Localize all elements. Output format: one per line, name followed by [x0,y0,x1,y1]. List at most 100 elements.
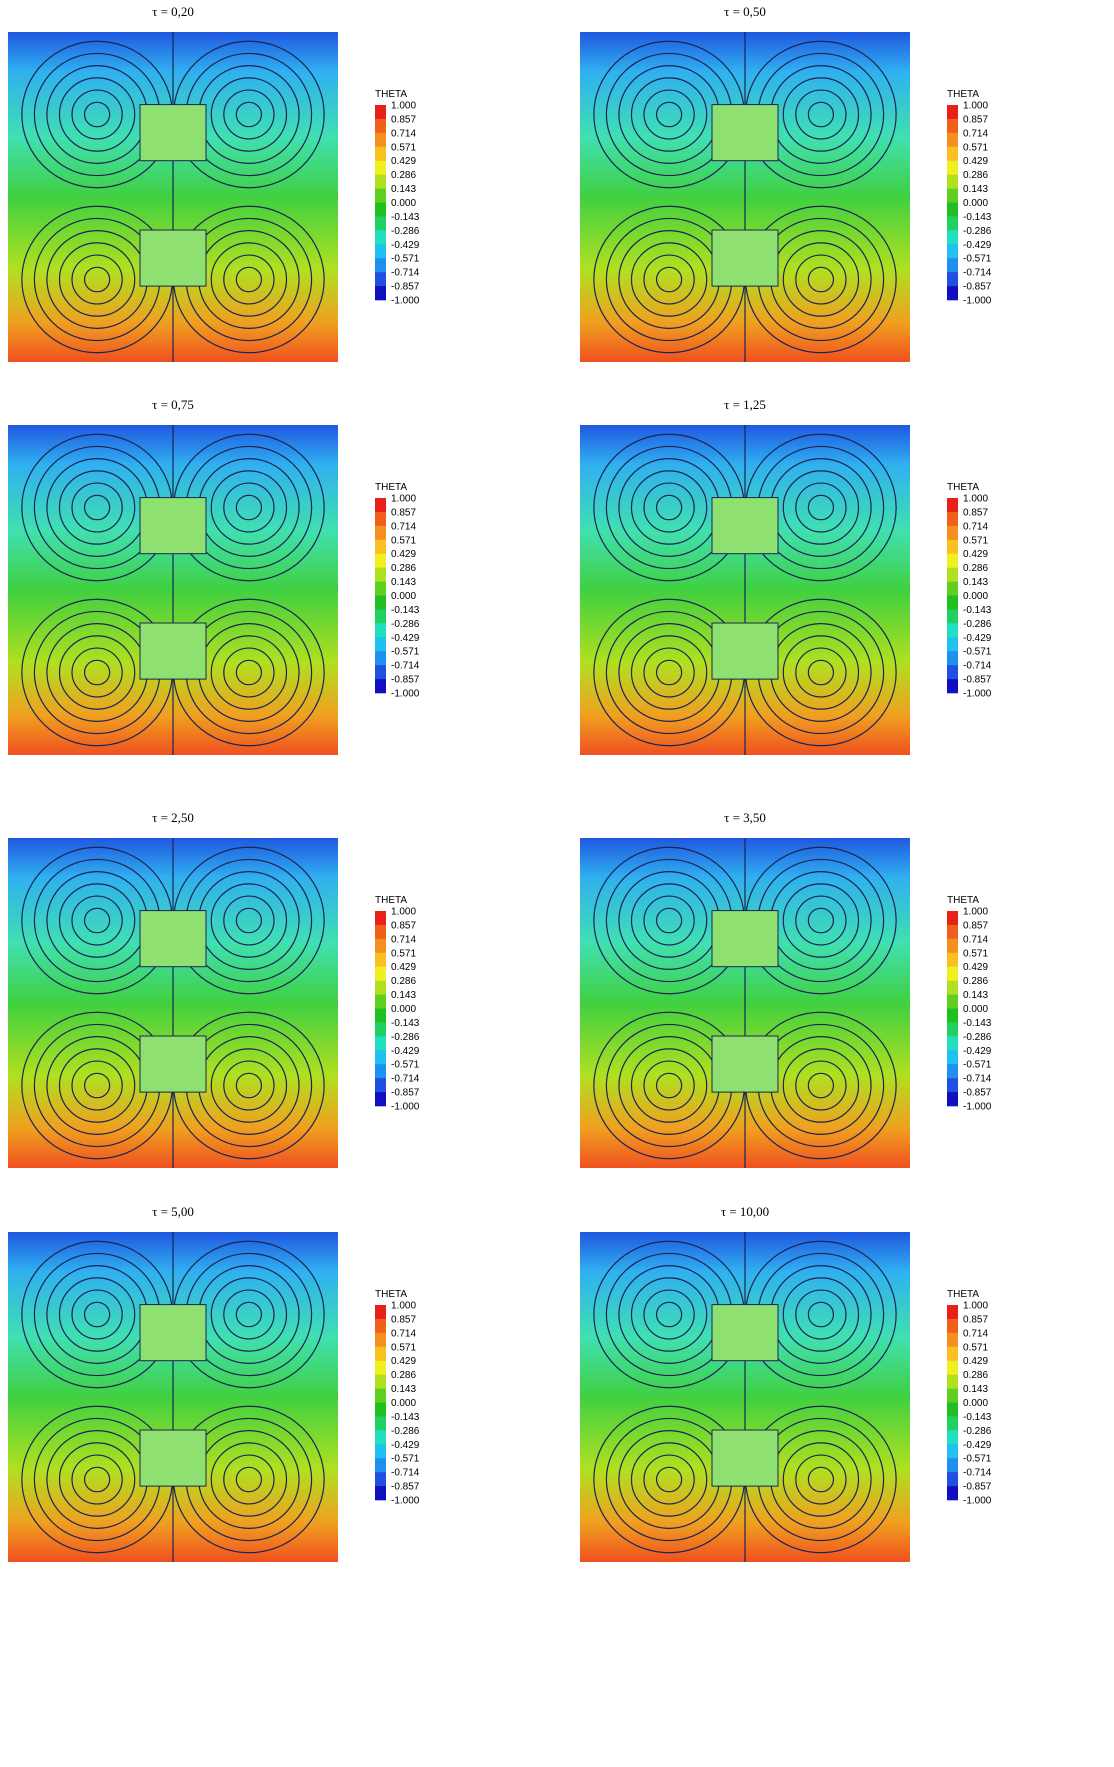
colorbar-label: -0.143 [391,212,420,223]
colorbar-label: 0.857 [963,507,988,518]
colorbar-band [947,1318,958,1334]
colorbar-label: -0.857 [391,1482,420,1493]
streamline [58,1048,136,1123]
streamline [235,101,263,128]
streamline [223,482,275,533]
colorbar-label: 0.571 [391,142,416,153]
streamline [83,266,111,293]
streamline [630,77,708,152]
colorbar-label: -0.857 [963,675,992,686]
colorbar-band [375,567,386,582]
colorbar-label: -0.429 [963,1046,992,1057]
colorbar-label: -1.000 [963,296,992,307]
obstacle [139,104,207,162]
colorbar-label: -0.571 [963,1060,992,1071]
colorbar-band [375,272,386,287]
streamline [71,1289,123,1340]
colorbar-label: 0.143 [963,577,988,588]
streamline [83,1466,111,1493]
streamline [235,907,263,934]
streamline [630,1277,708,1352]
colorbar-band [375,1318,386,1334]
streamline [83,659,111,686]
colorbar-label: 1.000 [963,907,988,918]
streamline [795,1289,847,1340]
streamline [807,266,835,293]
streamline [630,635,708,710]
colorbar-band [375,146,386,162]
colorbar-band [947,244,958,259]
colorbar-label: 0.571 [963,142,988,153]
colorbar-band [375,1305,386,1320]
colorbar-title: THETA [947,1289,979,1300]
colorbar-label: -0.714 [963,268,992,279]
colorbar-band [947,924,958,940]
colorbar-label: -0.286 [963,1032,992,1043]
colorbar-band [375,258,386,273]
colorbar-band [947,1360,958,1375]
streamline [58,635,136,710]
streamline [643,1289,695,1340]
colorbar-band [375,511,386,527]
colorbar-label: 0.286 [963,563,988,574]
colorbar-label: 0.429 [963,549,988,560]
colorbar-band [375,911,386,926]
streamline [235,1466,263,1493]
colorbar-label: 0.286 [963,1370,988,1381]
colorbar-band [375,679,386,694]
colorbar-band [947,609,958,624]
obstacle [139,1429,207,1487]
panel-title: τ = 10,00 [721,1204,769,1219]
streamline [807,907,835,934]
obstacle [139,497,207,555]
streamline [210,77,288,152]
colorbar-band [947,1092,958,1107]
colorbar-label: -1.000 [391,689,420,700]
colorbar-band [947,1402,958,1417]
colorbar-label: 1.000 [391,1301,416,1312]
colorbar-label: 0.714 [391,128,416,139]
streamline [223,1060,275,1111]
colorbar-band [375,665,386,680]
streamline [782,635,860,710]
streamline [58,242,136,317]
streamline [643,895,695,946]
colorbar-band [375,1050,386,1065]
streamline [83,907,111,934]
colorbar-band [375,1360,386,1375]
streamline [782,1277,860,1352]
colorbar-label: -0.714 [391,661,420,672]
colorbar-title: THETA [375,1289,407,1300]
colorbar-label: 0.286 [963,170,988,181]
colorbar-band [375,188,386,203]
colorbar-label: -0.714 [963,1074,992,1085]
colorbar-label: -0.143 [963,212,992,223]
obstacle [139,910,207,968]
streamline [71,895,123,946]
streamline [795,647,847,698]
streamline [223,895,275,946]
streamline [807,659,835,686]
colorbar-band [375,980,386,995]
colorbar-label: 0.714 [963,1328,988,1339]
colorbar-band [375,525,386,541]
streamline [630,1442,708,1517]
colorbar-label: -1.000 [963,1102,992,1113]
streamline [210,1277,288,1352]
colorbar-label: -0.857 [963,1482,992,1493]
colorbar-label: -0.429 [391,1440,420,1451]
streamline [71,482,123,533]
obstacle [711,229,779,287]
colorbar-band [375,539,386,555]
colorbar-band [375,216,386,231]
streamline [807,1301,835,1328]
streamline [630,470,708,545]
colorbar-band [375,286,386,301]
streamline [630,883,708,958]
